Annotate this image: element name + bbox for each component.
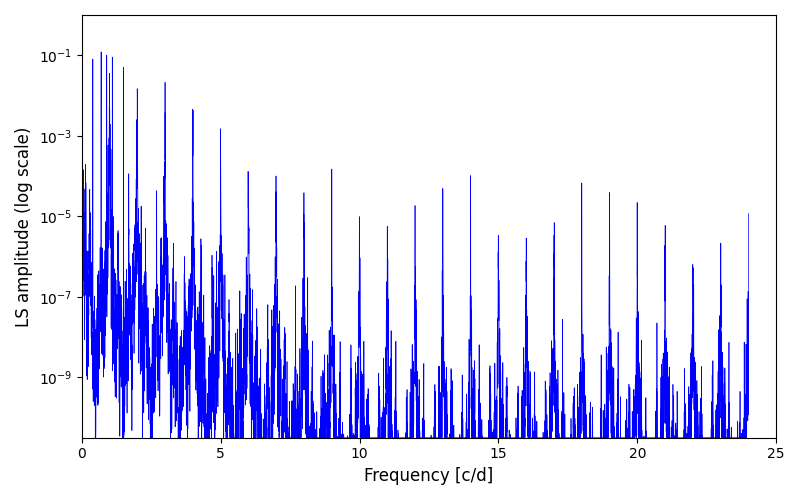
Y-axis label: LS amplitude (log scale): LS amplitude (log scale): [15, 126, 33, 326]
X-axis label: Frequency [c/d]: Frequency [c/d]: [364, 467, 494, 485]
